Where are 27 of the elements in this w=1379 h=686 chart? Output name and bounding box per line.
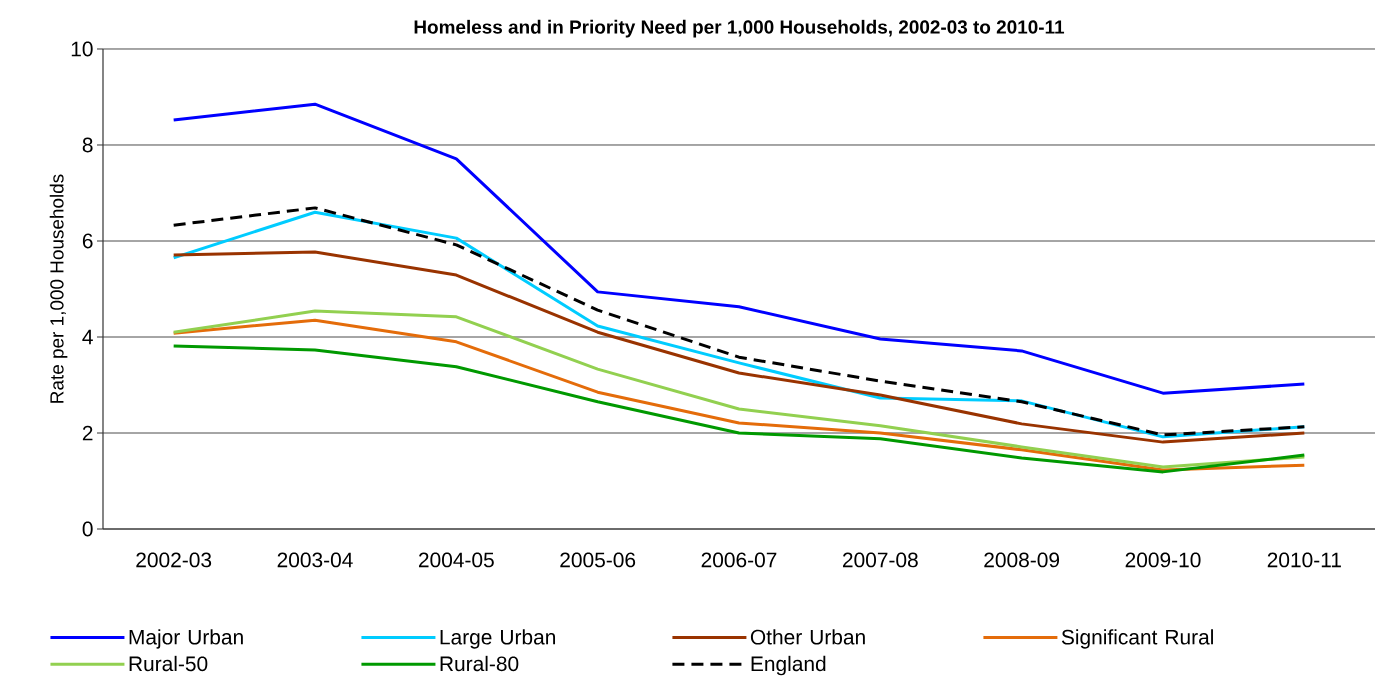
line-series bbox=[172, 344, 1306, 474]
chart-title: Homeless and in Priority Need per 1,000 Households, 2002-03 to 2010-11 bbox=[414, 19, 1065, 38]
x-tick-label: 2004-05 bbox=[418, 552, 494, 568]
legend-label: Large Urban bbox=[440, 629, 556, 649]
x-tick-label: 2010-11 bbox=[1267, 552, 1341, 568]
x-tick-label: 2006-07 bbox=[701, 552, 777, 568]
x-tick-label: 2007-08 bbox=[842, 552, 918, 568]
x-tick-label: 2005-06 bbox=[560, 552, 636, 568]
y-tick-label: 6 bbox=[82, 233, 93, 249]
y-axis-title: Rate per 1,000 Households bbox=[49, 174, 68, 403]
legend-label: Major Urban bbox=[129, 629, 243, 649]
legend-label: Rural-80 bbox=[440, 655, 519, 672]
legend-label: Rural-50 bbox=[129, 655, 208, 672]
x-tick-label: 2002-03 bbox=[136, 552, 212, 568]
x-tick-label: 2003-04 bbox=[277, 552, 353, 568]
y-tick-label: 4 bbox=[82, 329, 93, 345]
legend-label: Significant Rural bbox=[1061, 629, 1213, 649]
y-tick-label: 0 bbox=[82, 521, 93, 537]
y-tick-label: 10 bbox=[71, 41, 93, 57]
legend-label: Other Urban bbox=[750, 629, 865, 645]
legend-label: England bbox=[751, 655, 826, 676]
y-tick-label: 2 bbox=[82, 425, 93, 441]
y-tick-label: 8 bbox=[82, 137, 93, 153]
x-tick-label: 2009-10 bbox=[1125, 552, 1201, 568]
x-tick-label: 2008-09 bbox=[984, 552, 1060, 568]
line-series bbox=[172, 102, 1306, 395]
line-series bbox=[172, 250, 1306, 444]
